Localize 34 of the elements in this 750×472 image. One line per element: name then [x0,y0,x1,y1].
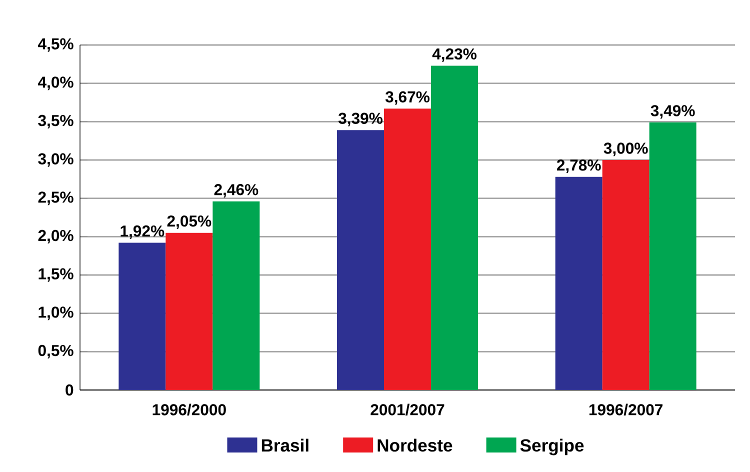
data-label: 2,05% [167,215,212,229]
x-tick-label: 2001/2007 [370,404,444,416]
x-tick-label: 1996/2000 [152,404,226,416]
bar [337,130,384,390]
legend-label: Brasil [262,438,308,452]
bar [649,122,696,390]
bar [431,66,478,390]
bar [384,108,431,390]
y-tick-label: 0,5% [38,344,74,358]
y-tick-label: 1,5% [38,268,74,282]
y-tick-label: 2,5% [38,192,74,206]
y-tick-label: 0 [66,384,74,396]
bar [602,160,650,390]
legend-label: Nordeste [378,438,452,452]
data-label: 3,49% [650,105,695,119]
y-tick-label: 1,0% [38,306,74,320]
data-label: 3,67% [385,91,430,105]
y-tick-label: 4,0% [38,76,74,90]
data-label: 2,78% [556,160,601,174]
data-label: 2,46% [214,184,258,198]
data-label: 3,00% [604,142,648,156]
data-label: 4,23% [432,48,476,62]
data-label: 3,39% [338,112,382,126]
data-label: 1,92% [120,225,164,239]
y-tick-label: 4,5% [38,38,74,52]
y-tick-label: 2,0% [38,230,74,244]
bar [118,242,166,390]
legend-label: Sergipe [520,438,584,456]
bar [166,232,213,390]
bar [555,176,602,390]
x-tick-label: 1996/2007 [589,404,662,416]
bar [212,201,260,390]
y-tick-label: 3,5% [38,114,74,128]
y-tick-label: 3,0% [38,153,74,167]
